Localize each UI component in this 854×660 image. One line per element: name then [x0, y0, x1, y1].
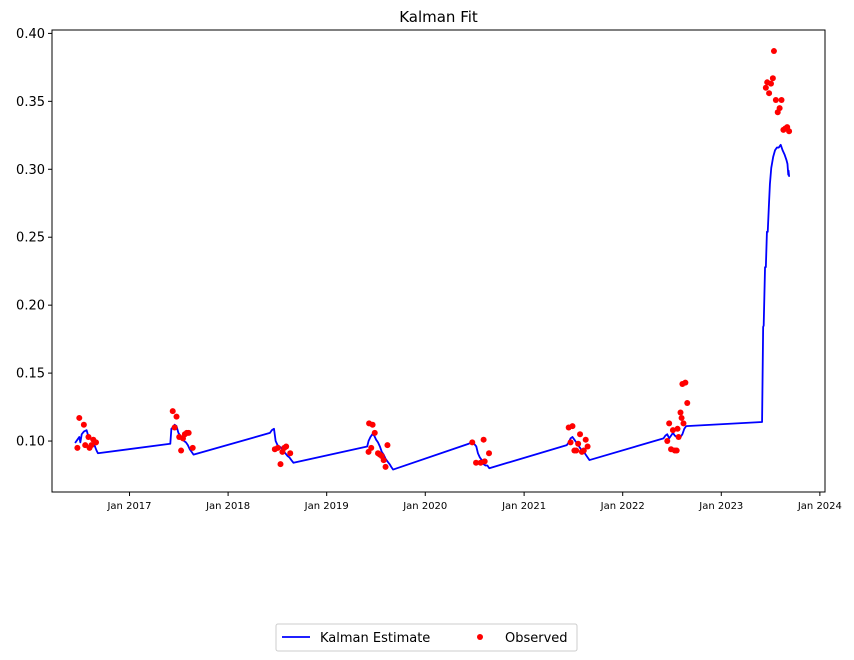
observed-point: [786, 128, 793, 135]
observed-point: [88, 442, 95, 449]
y-tick-label: 0.40: [16, 27, 45, 42]
observed-point: [85, 433, 92, 440]
x-tick-label: Jan 2017: [106, 501, 151, 512]
x-tick-label: Jan 2024: [797, 501, 842, 512]
observed-point: [772, 96, 779, 103]
observed-point: [480, 436, 487, 443]
observed-point: [481, 458, 488, 465]
y-tick-label: 0.30: [16, 163, 45, 178]
observed-point: [666, 420, 673, 427]
observed-point: [287, 450, 294, 457]
observed-point: [770, 48, 777, 55]
observed-point: [582, 436, 589, 443]
observed-point: [682, 379, 689, 386]
observed-point: [677, 409, 684, 416]
observed-point: [277, 461, 284, 468]
observed-point: [178, 447, 185, 454]
observed-point: [664, 438, 671, 445]
observed-point: [675, 433, 682, 440]
x-tick-label: Jan 2022: [600, 501, 645, 512]
observed-point: [486, 450, 493, 457]
observed-point: [368, 444, 375, 451]
y-tick-label: 0.15: [16, 367, 45, 382]
observed-point: [673, 447, 680, 454]
y-tick-label: 0.20: [16, 299, 45, 314]
observed-point: [380, 457, 387, 464]
observed-point: [778, 96, 785, 103]
observed-point: [274, 444, 281, 451]
x-tick-label: Jan 2019: [304, 501, 349, 512]
observed-point: [762, 84, 769, 91]
observed-point: [769, 75, 776, 82]
observed-point: [189, 444, 196, 451]
observed-point: [569, 423, 576, 430]
x-tick-label: Jan 2023: [698, 501, 743, 512]
observed-point: [678, 414, 685, 421]
observed-point: [584, 443, 591, 450]
x-tick-label: Jan 2020: [402, 501, 447, 512]
observed-point: [371, 429, 378, 436]
observed-point: [580, 447, 587, 454]
observed-point: [169, 408, 176, 415]
observed-point: [767, 80, 774, 87]
x-tick-label: Jan 2018: [205, 501, 250, 512]
y-tick-label: 0.35: [16, 95, 45, 110]
observed-point: [76, 414, 83, 421]
y-tick-label: 0.25: [16, 231, 45, 246]
observed-point: [384, 442, 391, 449]
observed-point: [185, 429, 192, 436]
plot-area: [74, 48, 793, 471]
observed-point: [567, 439, 574, 446]
legend-frame: [275, 623, 578, 652]
observed-point: [369, 421, 376, 428]
observed-point: [575, 440, 582, 447]
y-axis: 0.10 0.15 0.20 0.25 0.30 0.35 0.40: [16, 27, 52, 450]
observed-point: [469, 439, 476, 446]
observed-point: [283, 443, 290, 450]
observed-point: [577, 431, 584, 438]
legend: Kalman Estimate Observed: [275, 623, 578, 652]
observed-point: [776, 105, 783, 112]
x-tick-label: Jan 2021: [501, 501, 546, 512]
observed-point: [473, 459, 480, 466]
chart-title: Kalman Fit: [399, 8, 478, 26]
plot-frame: [51, 29, 826, 493]
observed-point: [80, 421, 87, 428]
observed-point: [382, 463, 389, 470]
observed-point: [74, 444, 81, 451]
observed-point: [573, 447, 580, 454]
observed-point: [93, 439, 100, 446]
observed-point: [82, 442, 89, 449]
observed-point: [171, 424, 178, 431]
y-tick-label: 0.10: [16, 435, 45, 450]
observed-point: [674, 425, 681, 432]
observed-point: [684, 400, 691, 406]
observed-point: [173, 413, 180, 420]
observed-point: [766, 90, 773, 97]
legend-label-kalman: Kalman Estimate: [320, 631, 430, 646]
legend-label-observed: Observed: [505, 631, 568, 646]
x-axis: Jan 2017 Jan 2018 Jan 2019 Jan 2020 Jan 2021…: [106, 492, 842, 512]
legend-marker-swatch: [477, 634, 483, 640]
observed-point: [680, 420, 687, 427]
observed-point: [669, 427, 676, 434]
